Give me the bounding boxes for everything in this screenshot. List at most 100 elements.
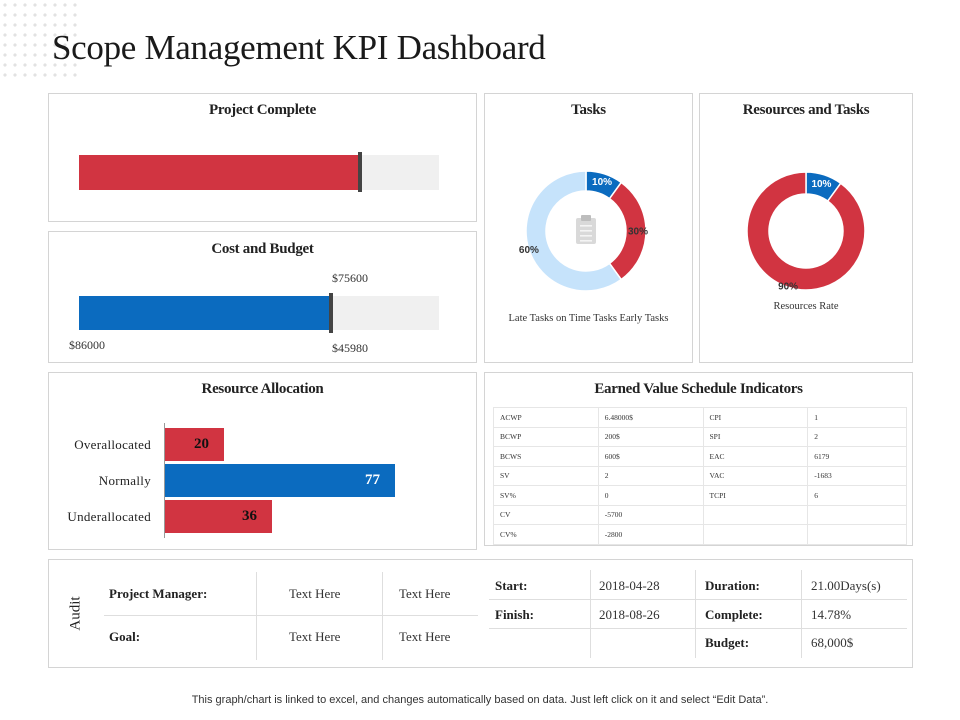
table-cell <box>702 504 809 525</box>
table-cell: 2 <box>597 465 704 486</box>
pm-value-2: Text Here <box>399 586 451 601</box>
cost-target-label: $75600 <box>332 271 368 285</box>
resource-bar-underallocated[interactable] <box>164 500 272 533</box>
tasks-panel[interactable]: Tasks 10% 30% 60% Late Tasks on Time Tasks… <box>484 93 693 363</box>
resource-bar-value: 77 <box>365 472 380 488</box>
table-cell: 200$ <box>597 426 704 447</box>
resources-donut-label-1: 90% <box>778 282 798 293</box>
tasks-donut-chart[interactable]: 10% 30% 60% <box>485 94 694 364</box>
cost-budget-title: Cost and Budget <box>211 241 314 257</box>
table-row: ACWP 6.48000$ CPI 1 <box>493 407 907 428</box>
table-cell: -5700 <box>597 504 704 525</box>
audit-divider <box>489 599 907 600</box>
table-row: BCWS 600$ EAC 6179 <box>493 446 907 467</box>
resource-bar-normally[interactable] <box>164 464 395 497</box>
page-title: Scope Management KPI Dashboard <box>52 28 546 67</box>
earned-value-table: ACWP 6.48000$ CPI 1 BCWP 200$ SPI 2 BCWS 600$ EAC 6… <box>493 407 907 545</box>
project-complete-panel[interactable]: Project Complete <box>48 93 477 222</box>
goal-key: Goal: <box>109 629 141 644</box>
earned-value-title: Earned Value Schedule Indicators <box>594 381 803 397</box>
audit-divider <box>489 628 907 629</box>
table-cell: -1683 <box>807 465 907 486</box>
table-cell <box>702 524 809 545</box>
project-complete-marker <box>357 152 362 192</box>
resource-category-label: Underallocated <box>67 509 151 524</box>
table-row: SV% 0 TCPI 6 <box>493 485 907 506</box>
table-cell: CV% <box>493 524 599 545</box>
table-cell: BCWP <box>493 426 599 447</box>
resources-donut-slice-1[interactable] <box>746 171 866 291</box>
table-cell: 6 <box>807 485 907 506</box>
table-row: CV% -2800 <box>493 524 907 545</box>
tasks-donut-label-0: 10% <box>592 177 612 188</box>
table-cell <box>807 504 907 525</box>
audit-panel[interactable]: Audit Project Manager: Goal: Text Here T… <box>48 559 913 668</box>
audit-divider <box>382 572 383 660</box>
tasks-donut-slice-2[interactable] <box>525 170 623 292</box>
finish-value: 2018-08-26 <box>599 607 660 622</box>
audit-label: Audit <box>67 596 84 631</box>
table-cell: CPI <box>702 407 809 428</box>
table-cell: SPI <box>702 426 809 447</box>
resource-allocation-panel[interactable]: Resource Allocation Overallocated 20 Norma… <box>48 372 477 550</box>
resource-category-label: Normally <box>98 473 151 488</box>
cost-budget-panel[interactable]: Cost and Budget $75600 $86000 $45980 <box>48 231 477 363</box>
table-cell: 6.48000$ <box>597 407 704 428</box>
cost-budget-marker <box>329 293 333 333</box>
budget-key: Budget: <box>705 635 750 650</box>
goal-value-2: Text Here <box>399 629 451 644</box>
table-cell: TCPI <box>702 485 809 506</box>
resources-title: Resources and Tasks <box>742 102 870 118</box>
cost-left-label: $86000 <box>69 338 105 352</box>
clipboard-icon <box>576 215 596 244</box>
budget-value: 68,000$ <box>811 635 854 650</box>
table-cell: VAC <box>702 465 809 486</box>
resource-category-label: Overallocated <box>74 437 151 452</box>
tasks-title: Tasks <box>571 102 606 118</box>
tasks-legend-text: Late Tasks on Time Tasks Early Tasks <box>508 313 669 324</box>
table-cell: 2 <box>807 426 907 447</box>
resource-allocation-chart: Overallocated 20 Normally 77 Underallocated 3… <box>49 373 478 551</box>
table-cell: SV <box>493 465 599 486</box>
resource-bar-overallocated[interactable] <box>164 428 224 461</box>
audit-divider <box>590 570 591 658</box>
resource-axis-line <box>164 423 165 538</box>
duration-value: 21.00Days(s) <box>811 578 881 593</box>
table-cell: 0 <box>597 485 704 506</box>
audit-divider <box>801 570 802 658</box>
complete-value: 14.78% <box>811 607 852 622</box>
pm-value-1: Text Here <box>289 586 341 601</box>
resources-donut-label-0: 10% <box>811 179 831 190</box>
footer-note: This graph/chart is linked to excel, and… <box>191 694 769 706</box>
audit-divider <box>695 570 696 658</box>
cost-budget-bar[interactable] <box>79 296 331 330</box>
table-cell: 1 <box>807 407 907 428</box>
complete-key: Complete: <box>705 607 763 622</box>
project-complete-bar[interactable] <box>79 155 360 190</box>
table-cell: SV% <box>493 485 599 506</box>
tasks-donut-label-1: 30% <box>628 227 648 238</box>
start-key: Start: <box>495 578 528 593</box>
resources-legend-text: Resources Rate <box>773 301 839 312</box>
table-cell: 600$ <box>597 446 704 467</box>
resource-bar-value: 20 <box>194 436 209 452</box>
decorative-dot-grid <box>0 0 80 80</box>
resources-donut-chart[interactable]: 10% 90% <box>700 94 914 364</box>
resources-panel[interactable]: Resources and Tasks 10% 90% Resources Rat… <box>699 93 913 363</box>
table-cell: CV <box>493 504 599 525</box>
table-cell: EAC <box>702 446 809 467</box>
tasks-donut-label-2: 60% <box>519 245 539 256</box>
table-cell: 6179 <box>807 446 907 467</box>
audit-divider <box>104 615 478 616</box>
project-manager-key: Project Manager: <box>109 586 208 601</box>
resource-bar-value: 36 <box>242 508 257 524</box>
duration-key: Duration: <box>705 578 760 593</box>
table-cell <box>807 524 907 545</box>
finish-key: Finish: <box>495 607 535 622</box>
resource-allocation-title: Resource Allocation <box>201 381 324 397</box>
start-value: 2018-04-28 <box>599 578 660 593</box>
earned-value-panel[interactable]: Earned Value Schedule Indicators ACWP 6.4… <box>484 372 913 546</box>
table-cell: BCWS <box>493 446 599 467</box>
project-complete-title: Project Complete <box>209 102 316 118</box>
table-cell: ACWP <box>493 407 599 428</box>
